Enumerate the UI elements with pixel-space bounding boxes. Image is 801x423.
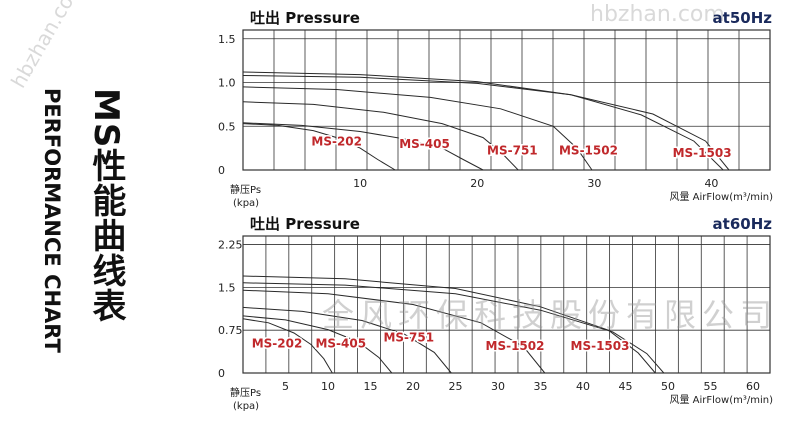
y-tick-label: 0.75 — [218, 324, 243, 337]
series-label: MS-751 — [383, 331, 434, 345]
series-label: MS-202 — [311, 135, 362, 149]
x-tick-label: 30 — [587, 177, 601, 190]
x-axis-label: 风量 AirFlow(m³/min) — [669, 394, 773, 406]
frequency-label: at60Hz — [713, 215, 773, 233]
performance-curve-line — [242, 315, 393, 374]
y-tick-label: 1.5 — [218, 281, 236, 294]
x-tick-label: 35 — [534, 380, 548, 393]
x-tick-label: 15 — [364, 380, 378, 393]
x-tick-label: 40 — [704, 177, 718, 190]
chart-title: 吐出 Pressure — [250, 9, 360, 27]
x-tick-label: 45 — [619, 380, 633, 393]
x-tick-label: 20 — [470, 177, 484, 190]
watermark-site-top: hbzhan.com — [590, 2, 725, 27]
x-tick-label: 5 — [282, 380, 289, 393]
watermark-company: 全风环保科技股份有限公司 — [322, 296, 779, 334]
performance-curve-line — [242, 306, 452, 374]
x-tick-label: 40 — [576, 380, 590, 393]
series-label: MS-202 — [252, 336, 303, 350]
x-tick-label: 20 — [406, 380, 420, 393]
performance-curve-line — [242, 71, 724, 171]
x-axis-label: 风量 AirFlow(m³/min) — [669, 191, 773, 203]
y-axis-label: 静压Ps — [230, 386, 261, 399]
performance-curve-line — [242, 101, 519, 171]
series-label: MS-405 — [399, 137, 450, 151]
y-tick-label: 1.5 — [218, 33, 236, 46]
chart-title: 吐出 Pressure — [250, 215, 360, 233]
performance-curve-line — [242, 122, 484, 171]
performance-curve-line — [242, 123, 396, 171]
series-label: MS-1502 — [486, 339, 545, 353]
y-tick-label: 0.5 — [218, 120, 236, 133]
chart-panel-2: 0 0.75 1.5 2.25 5 10 15 20 25 30 35 40 45 50 55 60 吐出 Pr… — [218, 215, 773, 412]
performance-curve-line — [242, 275, 656, 374]
chart-panel-1: 0 0.5 1.0 1.5 10 20 30 40 吐出 Pressure at50Hz 静压Ps (… — [218, 9, 773, 209]
chart-subtitle-vertical: PERFORMANCE CHART — [40, 88, 64, 353]
y-tick-label: 0 — [218, 164, 225, 177]
x-tick-label: 25 — [449, 380, 463, 393]
x-tick-label: 50 — [661, 380, 675, 393]
performance-curve-line — [242, 318, 333, 374]
performance-curve-line — [242, 86, 593, 171]
plot-frame — [242, 29, 771, 171]
x-tick-label: 10 — [321, 380, 335, 393]
series-label: MS-1503 — [571, 339, 630, 353]
y-axis-unit: (kpa) — [233, 198, 259, 209]
series-label: MS-1502 — [559, 143, 618, 157]
performance-curve-line — [242, 282, 665, 374]
series-label: MS-405 — [315, 336, 366, 350]
y-tick-label: 0 — [218, 367, 225, 380]
performance-curve-line — [242, 289, 546, 374]
series-label: MS-1503 — [673, 146, 732, 160]
x-tick-label: 55 — [704, 380, 718, 393]
frequency-label: at50Hz — [713, 9, 773, 27]
plot-frame — [242, 235, 771, 374]
y-tick-label: 2.25 — [218, 239, 243, 252]
x-tick-label: 30 — [491, 380, 505, 393]
x-tick-label: 10 — [353, 177, 367, 190]
x-tick-label: 60 — [746, 380, 760, 393]
y-axis-unit: (kpa) — [233, 401, 259, 412]
series-label: MS-751 — [487, 143, 538, 157]
chart-title-vertical: MS性能曲线表 — [86, 88, 126, 324]
y-axis-label: 静压Ps — [230, 183, 261, 196]
y-tick-label: 1.0 — [218, 77, 236, 90]
